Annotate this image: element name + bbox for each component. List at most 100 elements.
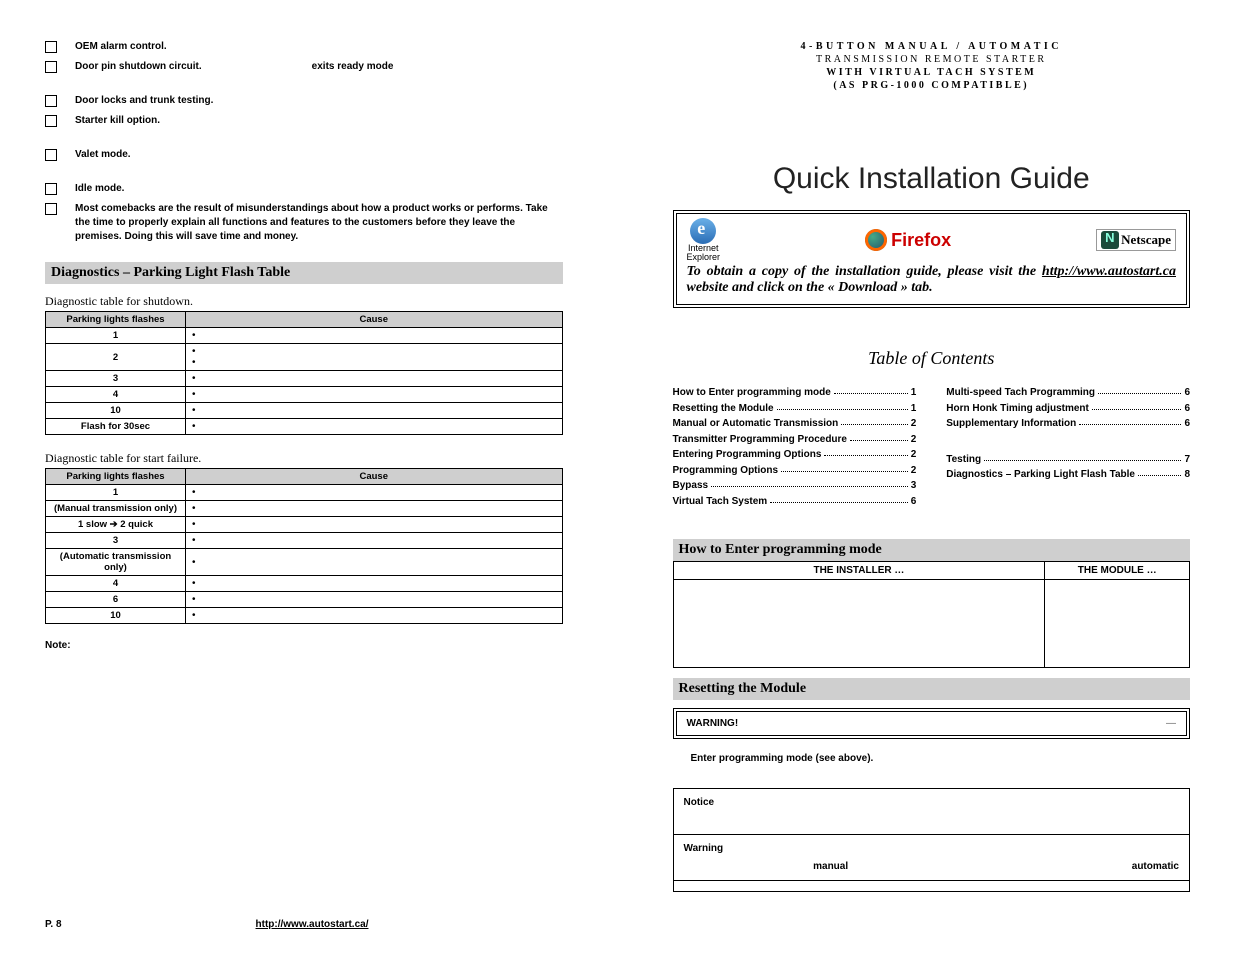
caption-start: Diagnostic table for start failure. (45, 451, 563, 466)
section-diagnostics: Diagnostics – Parking Light Flash Table (45, 262, 563, 284)
section-resetting: Resetting the Module (673, 678, 1191, 700)
checklist-text: Door locks and trunk testing. (75, 94, 213, 108)
notice-label: Notice (684, 797, 715, 808)
toc-entry: Virtual Tach System6 (673, 494, 917, 510)
table-programming-mode: THE INSTALLER … THE MODULE … (673, 561, 1191, 668)
checklist-item: Door pin shutdown circuit.exits ready mo… (45, 60, 563, 74)
cell-flash: 6 (46, 592, 186, 608)
toc-entry: How to Enter programming mode 1 (673, 385, 917, 401)
checklist-item: Most comebacks are the result of misunde… (45, 202, 563, 244)
toc-entry: Horn Honk Timing adjustment 6 (946, 401, 1190, 417)
kw-automatic: automatic (1132, 861, 1179, 872)
cell-flash: Flash for 30sec (46, 419, 186, 435)
checklist-item: Valet mode. (45, 148, 563, 162)
toc-page: 2 (911, 447, 917, 463)
th-flashes: Parking lights flashes (46, 312, 186, 328)
table-row: 2•• (46, 344, 563, 371)
cell-cause: • (186, 485, 563, 501)
notice-box: Notice Warning manual automatic (673, 788, 1191, 892)
checklist-item: Starter kill option. (45, 114, 563, 128)
toc-entry: Resetting the Module 1 (673, 401, 917, 417)
notice-row: Notice (674, 789, 1190, 835)
toc-page: 1 (911, 401, 917, 417)
netscape-icon: Netscape (1096, 229, 1176, 251)
product-header: 4-BUTTON MANUAL / AUTOMATIC TRANSMISSION… (673, 40, 1191, 92)
toc-page: 1 (911, 385, 917, 401)
toc-page: 6 (1184, 416, 1190, 432)
cell-cause: • (186, 328, 563, 344)
toc-label: Resetting the Module (673, 401, 774, 417)
toc-entry: Multi-speed Tach Programming 6 (946, 385, 1190, 401)
toc-label: Diagnostics – Parking Light Flash Table (946, 467, 1135, 483)
checkbox-icon (45, 115, 57, 127)
warning-label: WARNING! (687, 718, 739, 729)
table-row: 1• (46, 485, 563, 501)
cell-flash: 3 (46, 533, 186, 549)
toc-entry: Transmitter Programming Procedure 2 (673, 432, 917, 448)
cell-cause: • (186, 517, 563, 533)
warning-box: WARNING! — (673, 708, 1191, 739)
toc-label: Multi-speed Tach Programming (946, 385, 1095, 401)
th-cause: Cause (186, 312, 563, 328)
table-row: 3• (46, 533, 563, 549)
page-footer: P. 8 http://www.autostart.ca/ (45, 919, 563, 930)
toc-label: Supplementary Information (946, 416, 1076, 432)
toc-page: 2 (911, 463, 917, 479)
cell-flash: 2 (46, 344, 186, 371)
cell-cause: • (186, 403, 563, 419)
toc-label: How to Enter programming mode (673, 385, 831, 401)
toc-page: 6 (1184, 385, 1190, 401)
section-enter-programming: How to Enter programming mode (673, 539, 1191, 561)
cell-cause: • (186, 501, 563, 517)
toc-label: Transmitter Programming Procedure (673, 432, 848, 448)
footer-url: http://www.autostart.ca/ (256, 919, 369, 930)
toc-col-left: How to Enter programming mode1Resetting … (673, 385, 917, 509)
cell-flash: (Manual transmission only) (46, 501, 186, 517)
checklist-text: Most comebacks are the result of misunde… (75, 202, 563, 244)
toc-page: 8 (1184, 467, 1190, 483)
toc-page: 2 (911, 432, 917, 448)
hdr-line3: WITH VIRTUAL TACH SYSTEM (673, 66, 1191, 79)
cell-cause: • (186, 371, 563, 387)
toc-entry: Diagnostics – Parking Light Flash Table 8 (946, 467, 1190, 483)
cell-cause: • (186, 387, 563, 403)
toc-label: Programming Options (673, 463, 779, 479)
toc-entry: Testing7 (946, 452, 1190, 468)
table-row: 10• (46, 403, 563, 419)
cell-cause: • (186, 608, 563, 624)
cell-flash: 1 (46, 328, 186, 344)
th-installer: THE INSTALLER … (673, 562, 1045, 580)
toc-title: Table of Contents (673, 348, 1191, 369)
download-callout: Internet Explorer Firefox Netscape To ob… (673, 210, 1191, 308)
caption-shutdown: Diagnostic table for shutdown. (45, 294, 563, 309)
th-cause: Cause (186, 469, 563, 485)
toc-page: 2 (911, 416, 917, 432)
toc-label: Horn Honk Timing adjustment (946, 401, 1089, 417)
table-shutdown: Parking lights flashes Cause 1•2••3•4•10… (45, 311, 563, 435)
checkbox-icon (45, 149, 57, 161)
checkbox-icon (45, 95, 57, 107)
note-label: Note: (45, 640, 563, 651)
page-number: P. 8 (45, 919, 62, 930)
table-row: 4• (46, 576, 563, 592)
browser-icons: Internet Explorer Firefox Netscape (687, 218, 1177, 262)
toc-entry: Supplementary Information 6 (946, 416, 1190, 432)
toc-page: 6 (1184, 401, 1190, 417)
checklist-text: Starter kill option. (75, 114, 160, 128)
cell-flash: 4 (46, 387, 186, 403)
step-enter-programming: Enter programming mode (see above). (691, 753, 1191, 764)
th-module: THE MODULE … (1045, 562, 1190, 580)
hdr-line2: TRANSMISSION REMOTE STARTER (673, 53, 1191, 66)
toc-label: Entering Programming Options (673, 447, 822, 463)
checkbox-icon (45, 183, 57, 195)
toc-label: Manual or Automatic Transmission (673, 416, 839, 432)
checkbox-icon (45, 61, 57, 73)
cell-flash: 10 (46, 608, 186, 624)
table-row: 6• (46, 592, 563, 608)
table-row: 3• (46, 371, 563, 387)
warning-row: Warning manual automatic (674, 835, 1190, 881)
cell-cause: •• (186, 344, 563, 371)
cell-cause: • (186, 592, 563, 608)
cell-flash: 1 slow ➔ 2 quick (46, 517, 186, 533)
page-8: OEM alarm control.Door pin shutdown circ… (0, 0, 618, 954)
